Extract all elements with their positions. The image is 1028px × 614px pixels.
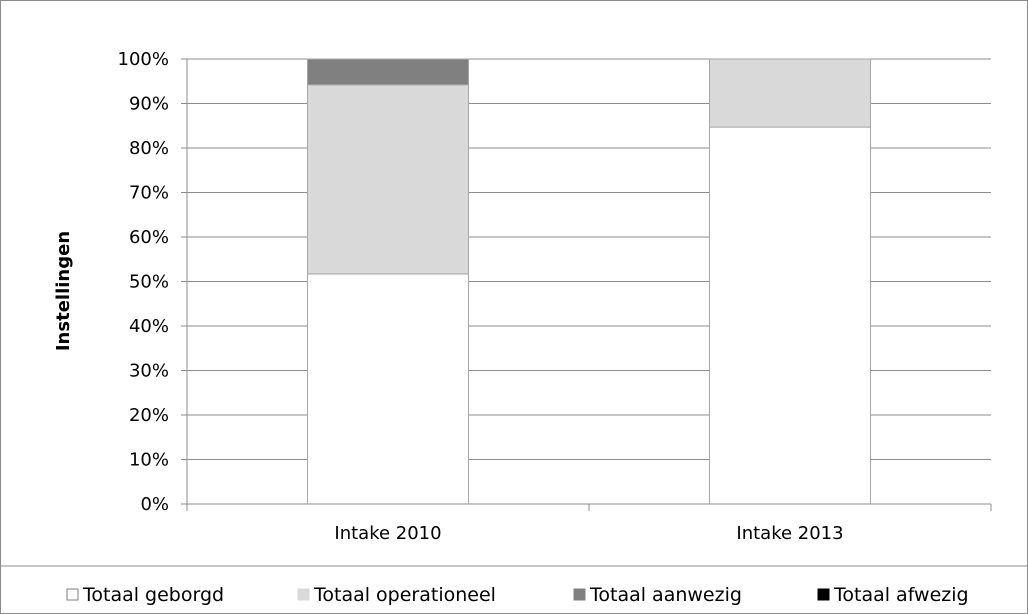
x-category-label: Intake 2013 bbox=[736, 523, 843, 544]
y-tick-label: 40% bbox=[129, 316, 169, 337]
legend-swatch bbox=[817, 588, 830, 601]
legend-swatch bbox=[66, 588, 79, 601]
bar-segment bbox=[307, 273, 469, 505]
bar-segment bbox=[307, 84, 469, 275]
y-tick-label: 60% bbox=[129, 227, 169, 248]
x-category-label: Intake 2010 bbox=[334, 523, 441, 544]
bar-segment bbox=[307, 58, 469, 86]
y-axis-title: Instellingen bbox=[53, 231, 74, 351]
x-category-labels: Intake 2010 Intake 2013 bbox=[334, 523, 843, 544]
legend-label: Totaal geborgd bbox=[82, 584, 224, 606]
y-tick-label: 50% bbox=[129, 272, 169, 293]
legend-label: Totaal afwezig bbox=[833, 584, 969, 606]
bar-segment bbox=[709, 58, 871, 128]
axes bbox=[186, 59, 992, 511]
legend: Totaal geborgd Totaal operationeel Totaal … bbox=[66, 584, 969, 606]
legend-label: Totaal aanwezig bbox=[589, 584, 742, 606]
y-tick-label: 20% bbox=[129, 405, 169, 426]
legend-label: Totaal operationeel bbox=[313, 584, 496, 606]
y-tick-label: 100% bbox=[118, 49, 169, 70]
y-tick-labels: 0% 10% 20% 30% 40% 50% 60% 70% 80% 90% 100% bbox=[118, 49, 169, 515]
y-tick-label: 30% bbox=[129, 361, 169, 382]
legend-swatch bbox=[297, 588, 310, 601]
y-tick-label: 0% bbox=[140, 494, 169, 515]
y-tick-label: 90% bbox=[129, 94, 169, 115]
y-tick-label: 70% bbox=[129, 183, 169, 204]
legend-swatch bbox=[573, 588, 586, 601]
y-tick-label: 80% bbox=[129, 138, 169, 159]
bar-segment bbox=[709, 126, 871, 505]
y-tick-label: 10% bbox=[129, 450, 169, 471]
bars bbox=[307, 58, 871, 505]
